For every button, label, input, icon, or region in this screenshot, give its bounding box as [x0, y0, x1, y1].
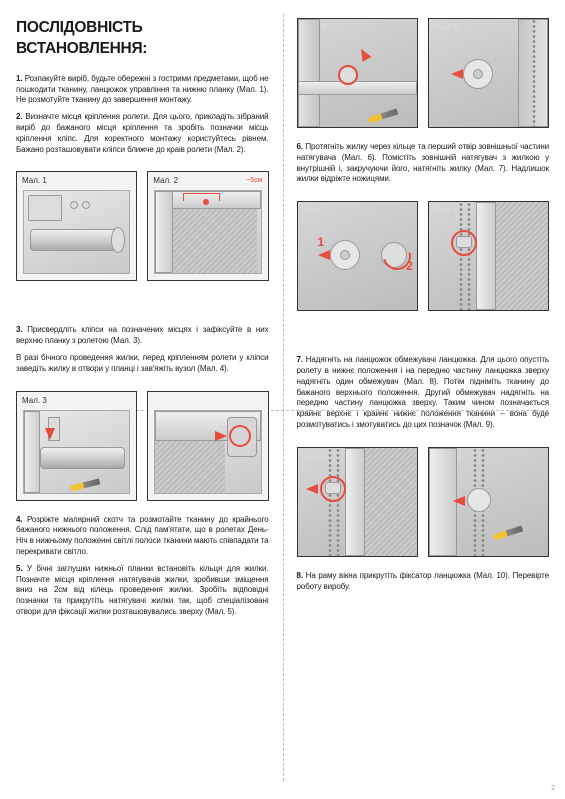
step-3: 3. Присвердліть кліпси на позначених міс…: [16, 325, 269, 347]
fig-label-8: Мал. 8: [434, 206, 459, 217]
step-5-text: У бічні заглушки нижньої планки встанові…: [16, 564, 269, 616]
fig-row-5-6: Мал. 5 Мал. 6: [297, 18, 550, 128]
step-6: 6. Протягніть жилку через кільце та перш…: [297, 142, 550, 185]
fig-label-6: Мал. 6: [434, 23, 459, 34]
step-4: 4. Розріжте малярний скотч та розмотайте…: [16, 515, 269, 558]
dim-5cm: ~5см: [246, 176, 262, 185]
step-8: 8. На раму вікна прикрутіть фіксатор лан…: [297, 571, 550, 593]
fig-row-3-4: Мал. 3 Мал. 4: [16, 391, 269, 501]
page-number: 2: [551, 784, 555, 793]
fig-label-7: Мал. 7: [303, 206, 328, 217]
fig-label-3: Мал. 3: [22, 396, 47, 407]
step-7: 7. Надягніть на ланцюжок обмежувачі ланц…: [297, 355, 550, 431]
fig-label-1: Мал. 1: [22, 176, 47, 187]
page-title: ПОСЛІДОВНІСТЬ ВСТАНОВЛЕННЯ:: [16, 18, 269, 60]
figure-8: Мал. 8: [428, 201, 549, 311]
figure-4: Мал. 4: [147, 391, 268, 501]
step-2: 2. Визначте місця кріплення ролети. Для …: [16, 112, 269, 155]
step-2-text: Визначте місця кріплення ролети. Для цьо…: [16, 112, 269, 153]
figure-3: Мал. 3: [16, 391, 137, 501]
step-3-text: Присвердліть кліпси на позначених місцях…: [16, 325, 269, 345]
figure-9: Мал. 9: [297, 447, 418, 557]
step-1: 1. Розпакуйте виріб, будьте обережні з г…: [16, 74, 269, 106]
step-4-text: Розріжте малярний скотч та розмотайте тк…: [16, 515, 269, 556]
annot-1: 1: [318, 234, 325, 250]
fig-row-9-10: Мал. 9 Мал. 10: [297, 447, 550, 557]
fig-label-9: Мал. 9: [303, 452, 328, 463]
vertical-divider: [283, 14, 284, 781]
figure-6: Мал. 6: [428, 18, 549, 128]
figure-2: Мал. 2 ~5см: [147, 171, 268, 281]
fig-row-7-8: Мал. 7 1 2 Мал. 8: [297, 201, 550, 311]
step-1-text: Розпакуйте виріб, будьте обережні з гост…: [16, 74, 269, 105]
figure-7: Мал. 7 1 2: [297, 201, 418, 311]
figure-5: Мал. 5: [297, 18, 418, 128]
figure-10: Мал. 10: [428, 447, 549, 557]
left-column: ПОСЛІДОВНІСТЬ ВСТАНОВЛЕННЯ: 1. Розпакуйт…: [16, 18, 269, 624]
step-3b: В разі бічного проведення жилки, перед к…: [16, 353, 269, 375]
step-5: 5. У бічні заглушки нижньої планки встан…: [16, 564, 269, 618]
step-7-text: Надягніть на ланцюжок обмежувачі ланцюжк…: [297, 355, 550, 429]
step-6-text: Протягніть жилку через кільце та перший …: [297, 142, 550, 183]
step-8-text: На раму вікна прикрутіть фіксатор ланцюж…: [297, 571, 550, 591]
fig-label-2: Мал. 2: [153, 176, 178, 187]
fig-row-1-2: Мал. 1 Мал. 2 ~5см: [16, 171, 269, 281]
figure-1: Мал. 1: [16, 171, 137, 281]
right-column: Мал. 5 Мал. 6 6. Протягніть жилку через …: [297, 18, 550, 624]
